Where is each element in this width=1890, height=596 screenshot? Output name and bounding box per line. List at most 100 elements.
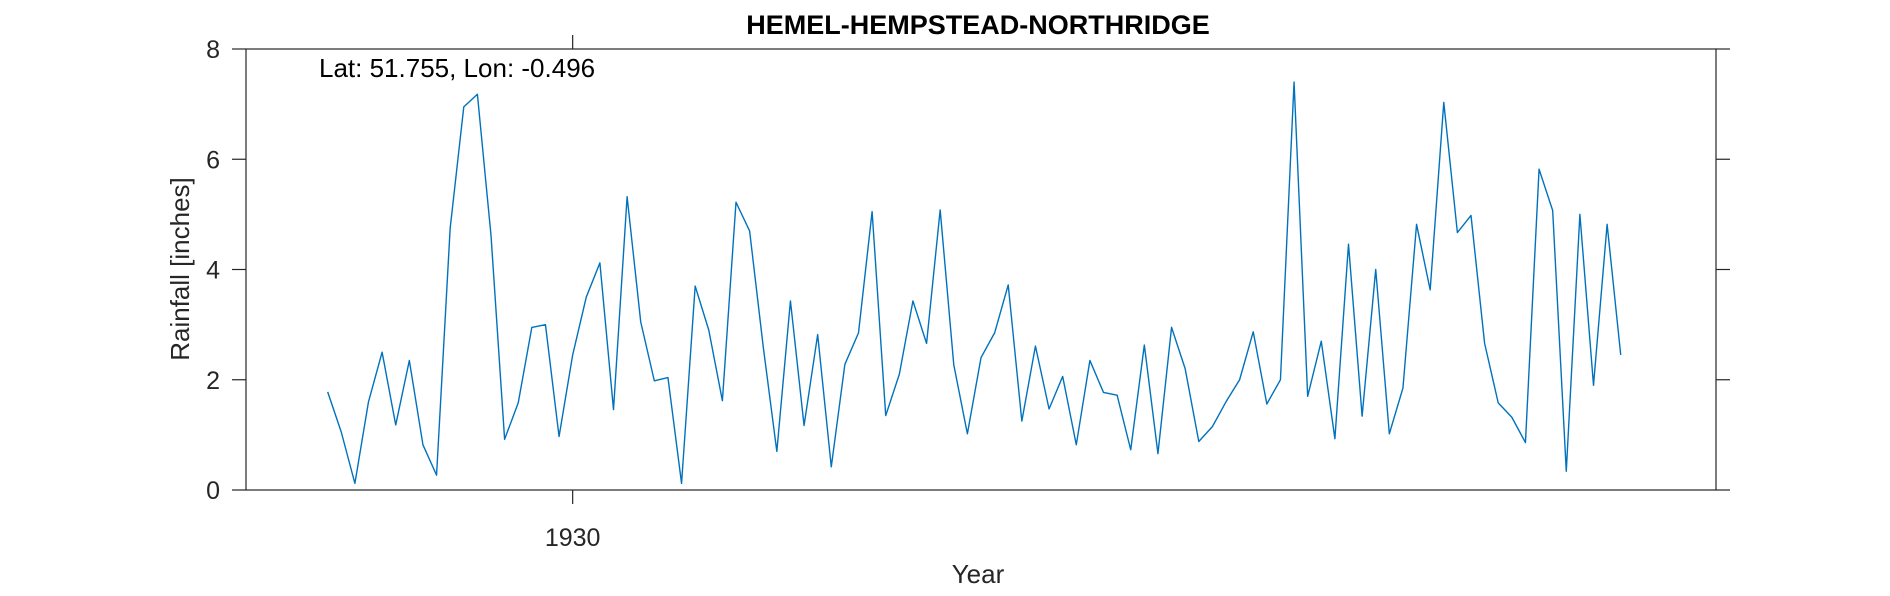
data-point	[721, 400, 723, 402]
y-axis-label: Rainfall [inches]	[165, 177, 195, 361]
data-point	[1293, 81, 1295, 83]
rainfall-series-line	[327, 81, 1622, 485]
data-point	[1116, 394, 1118, 396]
data-point	[436, 474, 438, 476]
data-point	[463, 106, 465, 108]
data-point	[830, 466, 832, 468]
data-point	[926, 342, 928, 344]
data-point	[1198, 440, 1200, 442]
chart-title: HEMEL-HEMPSTEAD-NORTHRIDGE	[746, 10, 1210, 40]
y-tick-label: 8	[206, 36, 220, 64]
data-point	[735, 201, 737, 203]
data-point	[1620, 354, 1622, 356]
data-point	[1239, 379, 1241, 381]
data-point	[626, 196, 628, 198]
data-point	[694, 285, 696, 287]
data-point	[368, 401, 370, 403]
data-point	[966, 433, 968, 435]
data-point	[1497, 402, 1499, 404]
data-point	[898, 373, 900, 375]
data-point	[1484, 342, 1486, 344]
data-point	[340, 431, 342, 433]
data-point	[1211, 426, 1213, 428]
data-point	[1524, 442, 1526, 444]
data-point	[667, 377, 669, 379]
data-point	[789, 300, 791, 302]
data-point	[1416, 223, 1418, 225]
data-point	[1266, 403, 1268, 405]
data-point	[1171, 326, 1173, 328]
data-point	[1552, 210, 1554, 212]
data-point-marks	[327, 81, 1622, 484]
data-point	[1157, 453, 1159, 455]
data-point	[1579, 213, 1581, 215]
data-point	[544, 324, 546, 326]
data-point	[1320, 340, 1322, 342]
data-point	[408, 359, 410, 361]
data-point	[476, 93, 478, 95]
data-point	[1034, 345, 1036, 347]
data-point	[858, 332, 860, 334]
data-point	[1075, 444, 1077, 446]
data-point	[749, 230, 751, 232]
x-axis-ticks: 1930	[545, 35, 601, 552]
data-point	[1538, 168, 1540, 170]
data-point	[613, 409, 615, 411]
data-point	[354, 482, 356, 484]
x-axis-label: Year	[952, 559, 1005, 589]
data-point	[1130, 449, 1132, 451]
data-point	[1443, 101, 1445, 103]
data-point	[1048, 408, 1050, 410]
y-tick-label: 6	[206, 146, 220, 174]
data-point	[1388, 433, 1390, 435]
data-point	[1279, 379, 1281, 381]
data-point	[776, 450, 778, 452]
data-point	[1143, 344, 1145, 346]
station-location-annotation: Lat: 51.755, Lon: -0.496	[319, 53, 595, 83]
data-point	[912, 300, 914, 302]
data-point	[653, 380, 655, 382]
data-point	[817, 334, 819, 336]
data-point	[953, 364, 955, 366]
data-point	[1402, 387, 1404, 389]
data-point	[1252, 331, 1254, 333]
data-point	[844, 363, 846, 365]
data-point	[395, 424, 397, 426]
data-point	[1511, 416, 1513, 418]
x-tick-label: 1930	[545, 524, 601, 552]
data-point	[803, 425, 805, 427]
data-point	[871, 211, 873, 213]
data-point	[1470, 214, 1472, 216]
data-point	[449, 227, 451, 229]
data-point	[1593, 384, 1595, 386]
data-point	[1348, 243, 1350, 245]
data-point	[708, 329, 710, 331]
data-point	[558, 436, 560, 438]
data-point	[1606, 223, 1608, 225]
data-point	[885, 415, 887, 417]
y-axis-ticks: 0 2 4 6 8	[206, 36, 1730, 505]
data-point	[1089, 359, 1091, 361]
data-point	[422, 444, 424, 446]
data-point	[980, 357, 982, 359]
data-point	[1375, 269, 1377, 271]
data-point	[762, 346, 764, 348]
data-point	[1456, 232, 1458, 234]
data-point	[939, 209, 941, 211]
data-point	[1021, 420, 1023, 422]
data-point	[994, 332, 996, 334]
data-point	[1007, 284, 1009, 286]
data-point	[1184, 368, 1186, 370]
data-point	[504, 438, 506, 440]
data-point	[1062, 375, 1064, 377]
data-point	[1429, 289, 1431, 291]
data-point	[1103, 391, 1105, 393]
y-tick-label: 2	[206, 367, 220, 395]
data-point	[599, 262, 601, 264]
data-point	[327, 391, 329, 393]
y-tick-label: 4	[206, 257, 220, 285]
data-point	[1307, 395, 1309, 397]
y-tick-label: 0	[206, 477, 220, 505]
